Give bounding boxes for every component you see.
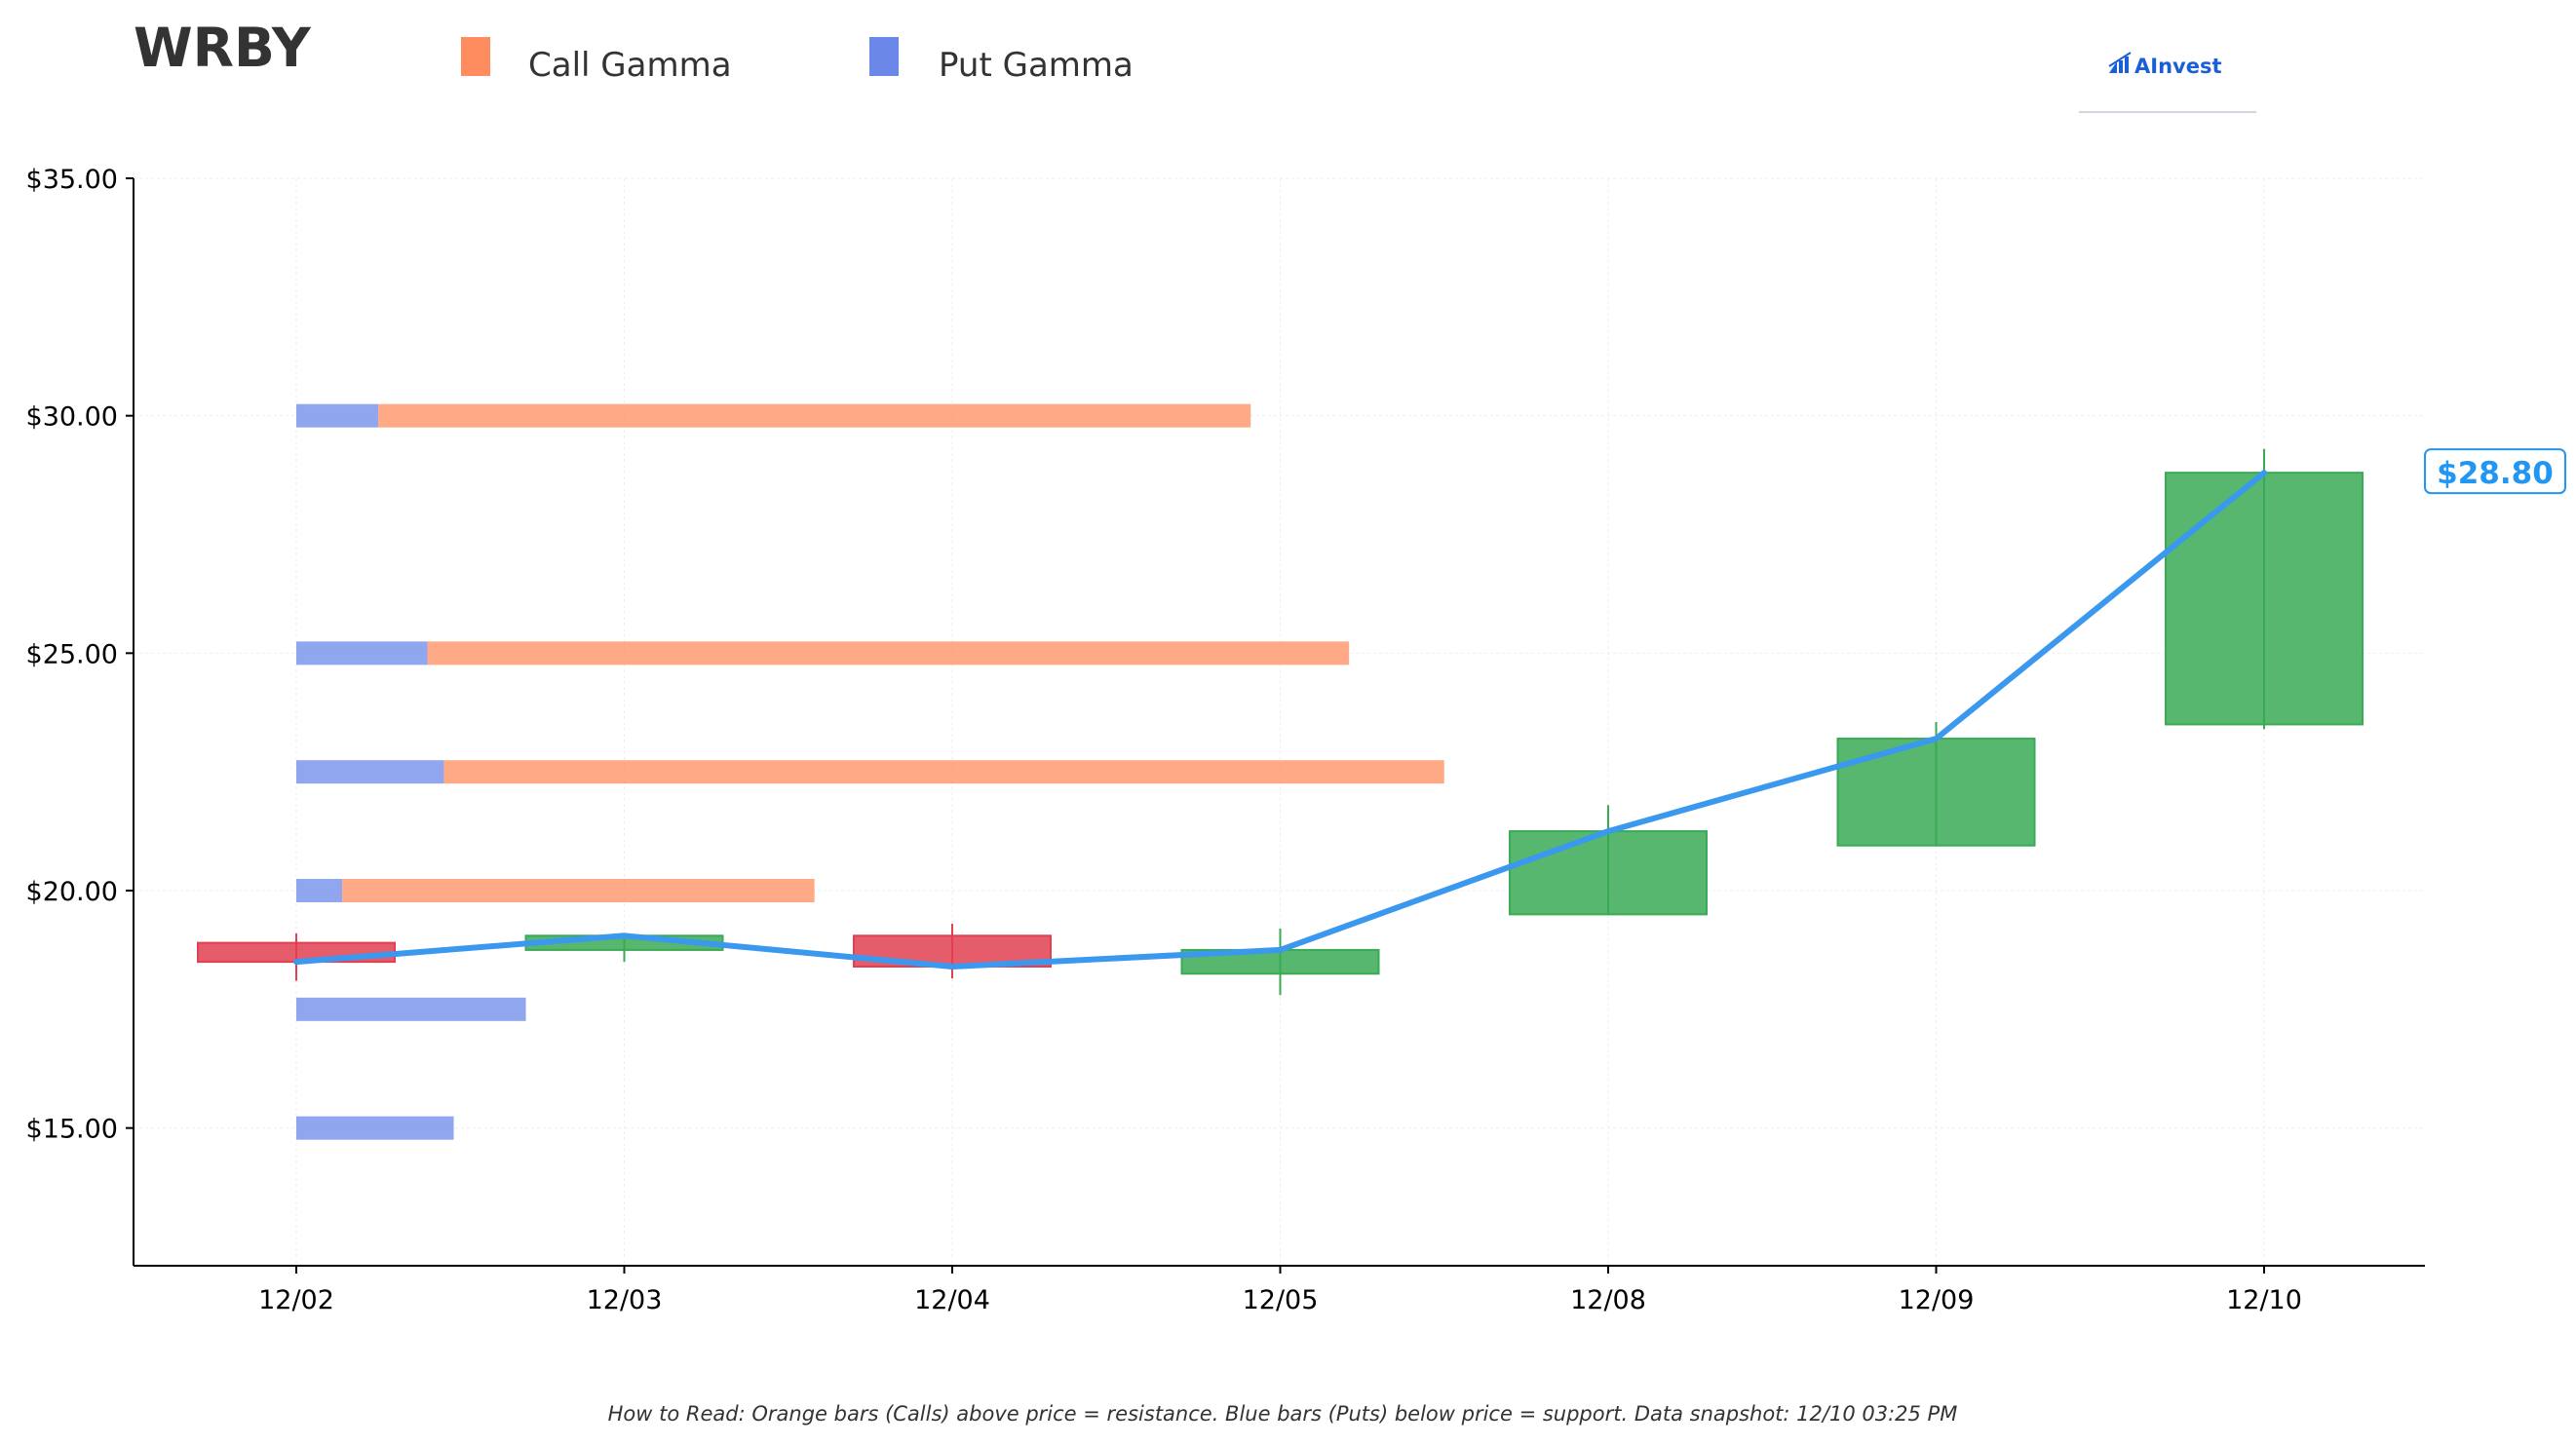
x-tick-label: 12/02 [258,1285,334,1315]
x-tick-label: 12/03 [587,1285,663,1315]
gamma-bars [296,403,1444,1140]
brand-name: AInvest [2134,55,2222,78]
put-gamma-bar [296,760,444,784]
x-tick-label: 12/09 [1899,1285,1975,1315]
last-price-label: $28.80 [2437,456,2554,491]
last-price-badge: $28.80 [2424,448,2566,495]
y-tick-label: $35.00 [26,165,118,195]
put-gamma-bar [296,1116,454,1140]
call-gamma-bar [427,641,1350,666]
y-tick-label: $25.00 [26,639,118,669]
price-line [293,470,2267,970]
x-tick-label: 12/10 [2226,1285,2302,1315]
price-line-layer [293,470,2267,970]
y-tick-label: $20.00 [26,877,118,907]
put-gamma-bar [296,403,379,428]
put-gamma-bar [296,879,343,903]
candle-body [1836,738,2036,847]
call-gamma-bar [443,760,1444,784]
brand-logo: AInvest [2079,52,2256,113]
put-gamma-swatch [869,37,899,76]
legend-put-label: Put Gamma [939,46,1134,85]
put-gamma-bar [296,641,428,666]
call-gamma-bar [342,879,815,903]
brand-chart-icon [2108,52,2132,73]
y-tick-label: $15.00 [26,1115,118,1145]
x-tick-label: 12/04 [914,1285,990,1315]
candle-body [2165,472,2364,726]
chart-title: WRBY [134,17,312,79]
footer-note: How to Read: Orange bars (Calls) above p… [608,1402,1958,1426]
y-tick-label: $30.00 [26,402,118,433]
x-tick-label: 12/05 [1243,1285,1319,1315]
grid [134,177,2425,1266]
legend: Call Gamma Put Gamma [461,37,1134,85]
x-tick-label: 12/08 [1570,1285,1646,1315]
legend-call-label: Call Gamma [528,46,732,85]
put-gamma-bar [296,997,526,1021]
axes: $15.00 $20.00 $25.00 $30.00 $35.00 12/02 12/03… [26,165,2425,1315]
call-gamma-bar [378,403,1251,428]
call-gamma-swatch [461,37,490,76]
candle-body [1509,830,1708,916]
